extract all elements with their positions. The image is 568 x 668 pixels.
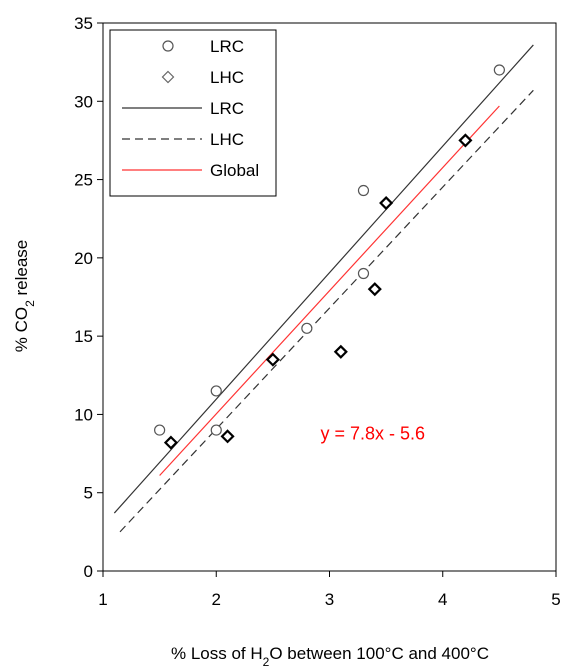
point-lhc xyxy=(163,435,179,450)
legend-label: LRC xyxy=(210,37,244,56)
legend-label: Global xyxy=(210,161,259,180)
y-tick-label: 15 xyxy=(74,327,93,346)
x-axis-label: % Loss of H2O between 100°C and 400°C xyxy=(171,644,489,668)
legend-label: LRC xyxy=(210,99,244,118)
y-tick-label: 30 xyxy=(74,92,93,111)
y-tick-label: 25 xyxy=(74,171,93,190)
point-lrc xyxy=(154,424,166,436)
legend-circle-marker xyxy=(162,40,174,52)
y-tick-label: 20 xyxy=(74,249,93,268)
legend-diamond-marker xyxy=(161,70,175,84)
legend-label: LHC xyxy=(210,68,244,87)
point-lhc xyxy=(458,133,473,148)
legend-box xyxy=(109,29,277,197)
y-tick-label: 0 xyxy=(84,562,93,581)
y-tick-label: 5 xyxy=(84,484,93,503)
point-lrc xyxy=(301,322,313,334)
y-tick-label: 10 xyxy=(74,405,93,424)
point-lhc xyxy=(333,344,348,359)
data-points xyxy=(154,64,505,450)
point-lhc xyxy=(220,429,235,444)
fit-line-global-solid xyxy=(159,105,500,476)
equation-annotation: y = 7.8x - 5.6 xyxy=(320,423,425,443)
y-axis-ticks: 0 5 10 15 20 25 30 35 xyxy=(74,14,103,581)
x-tick-label: 5 xyxy=(551,590,560,609)
point-lrc xyxy=(210,424,222,436)
point-lhc xyxy=(367,282,382,297)
y-axis-label: % CO2 release xyxy=(12,240,37,353)
regression-lines xyxy=(113,44,534,533)
x-tick-label: 4 xyxy=(438,590,447,609)
legend-label: LHC xyxy=(210,130,244,149)
point-lrc xyxy=(210,385,222,397)
x-axis-ticks: 1 2 3 4 5 xyxy=(98,571,561,609)
plot-area-frame xyxy=(102,22,557,572)
point-lhc xyxy=(379,196,394,211)
point-lhc xyxy=(265,352,280,367)
point-lrc xyxy=(493,64,505,76)
legend: LRC LHC LRC LHC Global xyxy=(109,29,277,197)
annotations: y = 7.8x - 5.6 xyxy=(320,423,425,443)
x-tick-label: 1 xyxy=(98,590,107,609)
fit-line-lrc-solid xyxy=(113,44,534,514)
point-lrc xyxy=(357,267,370,280)
x-tick-label: 3 xyxy=(325,590,334,609)
y-tick-label: 35 xyxy=(74,14,93,33)
x-tick-label: 2 xyxy=(212,590,221,609)
point-lrc xyxy=(357,184,370,197)
fit-line-lhc-dashed xyxy=(119,89,534,533)
